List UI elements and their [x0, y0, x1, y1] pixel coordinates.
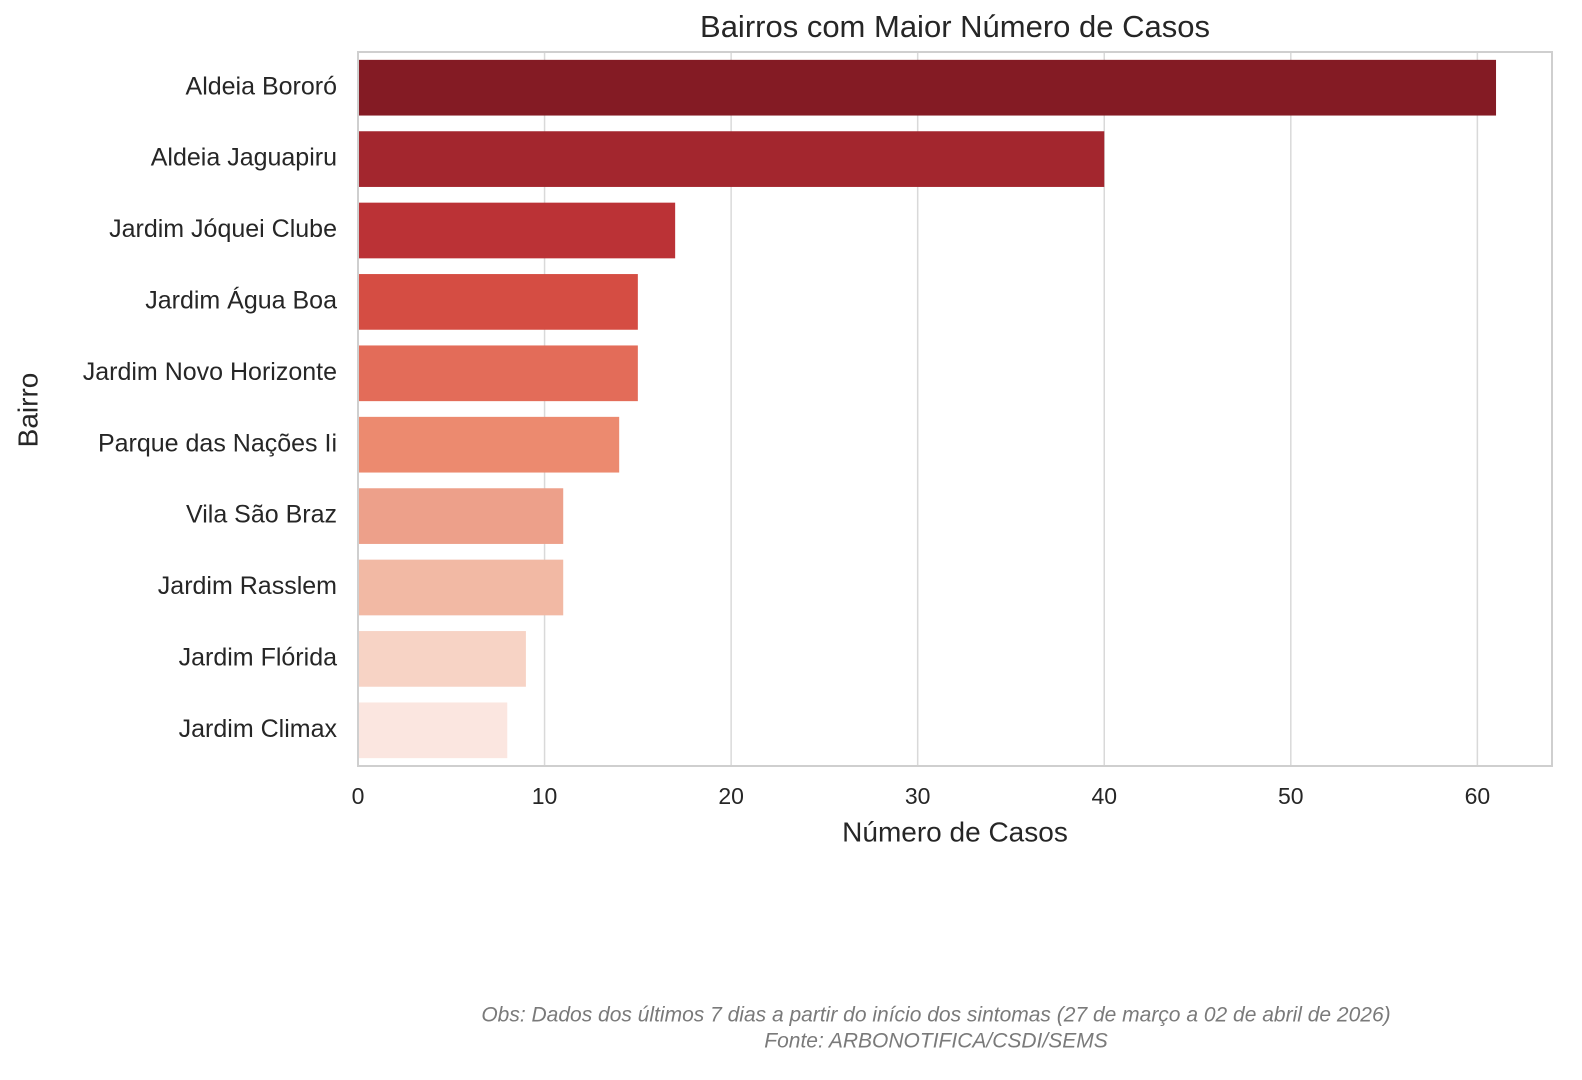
plot-frame: [357, 51, 1553, 767]
x-tick-label: 50: [1278, 783, 1304, 809]
x-tick-label: 0: [352, 783, 365, 809]
x-tick-label: 30: [905, 783, 931, 809]
bar: [358, 559, 564, 616]
y-tick-label: Parque das Nações Ii: [98, 429, 337, 457]
y-tick-label: Aldeia Bororó: [186, 72, 337, 100]
x-tick-label: 10: [532, 783, 558, 809]
y-tick-label: Jardim Água Boa: [145, 286, 337, 315]
bar: [358, 202, 676, 259]
x-tick-label: 20: [718, 783, 744, 809]
bar: [358, 631, 526, 687]
y-tick-label: Jardim Flórida: [179, 644, 337, 672]
bar: [358, 416, 620, 473]
bar: [358, 345, 638, 402]
chart-title: Bairros com Maior Número de Casos: [700, 9, 1210, 44]
x-tick-label: 40: [1091, 783, 1117, 809]
bar: [358, 274, 638, 330]
y-tick-label: Aldeia Jaguapiru: [151, 144, 337, 172]
bar: [358, 59, 1497, 116]
bar: [358, 488, 564, 544]
footnote: Obs: Dados dos últimos 7 dias a partir d…: [481, 1004, 1390, 1027]
footnote: Fonte: ARBONOTIFICA/CSDI/SEMS: [764, 1030, 1107, 1053]
y-tick-label: Jardim Rasslem: [158, 572, 337, 600]
y-tick-label: Jardim Jóquei Clube: [109, 215, 337, 243]
x-axis-label: Número de Casos: [842, 816, 1068, 847]
y-tick-label: Jardim Novo Horizonte: [83, 358, 337, 386]
y-tick-label: Vila São Braz: [186, 501, 337, 529]
x-tick-label: 60: [1465, 783, 1491, 809]
y-tick-label: Jardim Climax: [179, 715, 338, 743]
bar: [358, 702, 508, 759]
bar: [358, 131, 1105, 187]
y-axis-label: Bairro: [12, 373, 43, 448]
